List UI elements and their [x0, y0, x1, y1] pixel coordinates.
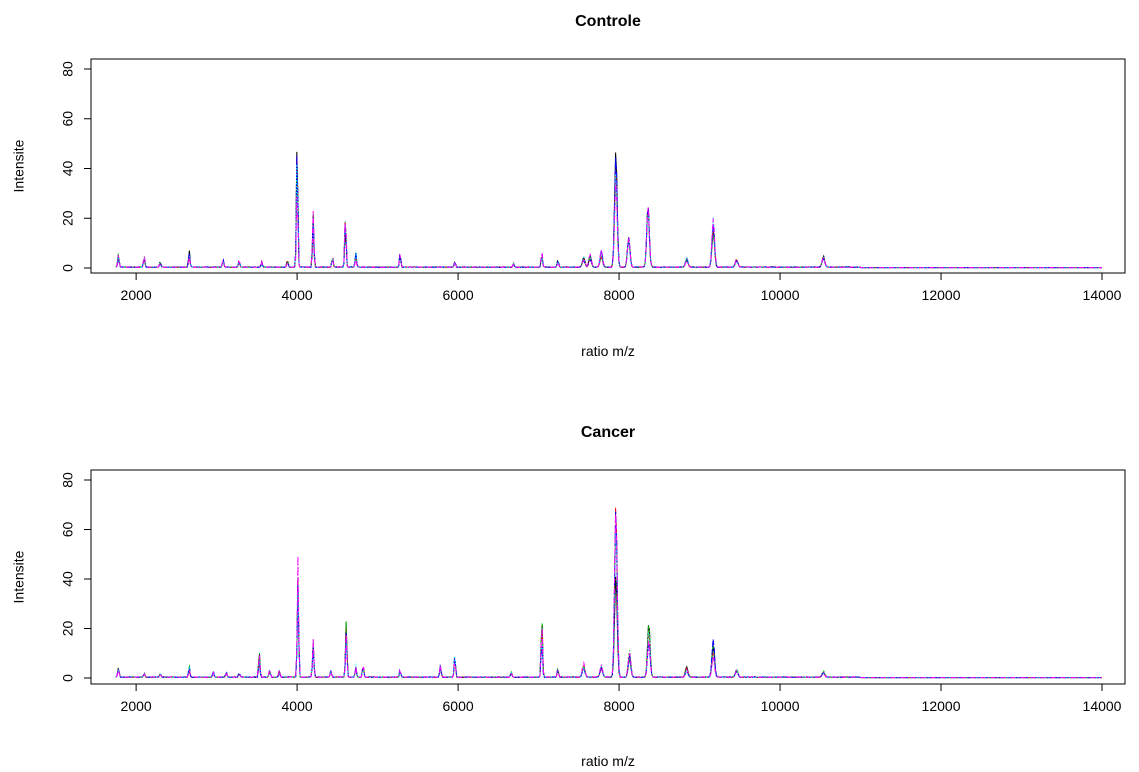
y-tick-label: 60 — [60, 111, 76, 127]
chart-cancer: Cancer 2000 4000 6000 8000 10000 12000 14000 0 20… — [11, 424, 1126, 769]
x-tick-label: 12000 — [922, 287, 961, 303]
chart-controle: Controle 2000 4000 6000 8000 10000 12000 14000 0… — [11, 13, 1126, 359]
x-tick-label: 6000 — [443, 698, 474, 714]
plot-frame — [90, 469, 1126, 685]
spectrum-series-5 — [115, 532, 1102, 679]
y-tick-label: 60 — [60, 522, 76, 538]
x-axis-label: ratio m/z — [581, 753, 635, 769]
spectrum-series-2 — [115, 507, 1102, 679]
x-tick-label: 2000 — [121, 287, 152, 303]
y-tick-label: 40 — [60, 161, 76, 177]
spectrum-series-5 — [115, 164, 1102, 269]
spectrum-series-4 — [115, 155, 1102, 269]
x-tick-label: 12000 — [922, 698, 961, 714]
y-tick-label: 0 — [60, 264, 76, 272]
spectrum-series-3 — [115, 175, 1102, 269]
y-tick-label: 20 — [60, 621, 76, 637]
x-tick-label: 4000 — [282, 698, 313, 714]
spectrum-series-4 — [115, 511, 1102, 679]
spectrum-series-2 — [115, 156, 1102, 269]
spectrum-series-3 — [115, 534, 1102, 679]
y-tick-label: 40 — [60, 571, 76, 587]
y-axis-label: Intensite — [11, 139, 27, 192]
spectrum-series-6 — [115, 514, 1102, 679]
spectrum-series-6 — [115, 183, 1102, 269]
spectrum-series-1 — [115, 576, 1102, 679]
x-tick-label: 2000 — [121, 698, 152, 714]
x-tick-label: 4000 — [282, 287, 313, 303]
y-tick-label: 0 — [60, 674, 76, 682]
x-tick-label: 14000 — [1083, 698, 1122, 714]
spectrum-series-1 — [115, 151, 1102, 269]
x-tick-label: 8000 — [603, 287, 634, 303]
y-tick-label: 80 — [60, 61, 76, 77]
plot-frame — [90, 58, 1126, 274]
x-axis-label: ratio m/z — [581, 343, 635, 359]
x-tick-label: 6000 — [443, 287, 474, 303]
x-tick-label: 10000 — [761, 698, 800, 714]
chart-title: Cancer — [581, 424, 635, 441]
chart-title: Controle — [575, 13, 641, 30]
y-axis-label: Intensite — [11, 550, 27, 603]
y-tick-label: 80 — [60, 472, 76, 488]
x-tick-label: 10000 — [761, 287, 800, 303]
x-tick-label: 14000 — [1083, 287, 1122, 303]
x-tick-label: 8000 — [603, 698, 634, 714]
y-tick-label: 20 — [60, 210, 76, 226]
